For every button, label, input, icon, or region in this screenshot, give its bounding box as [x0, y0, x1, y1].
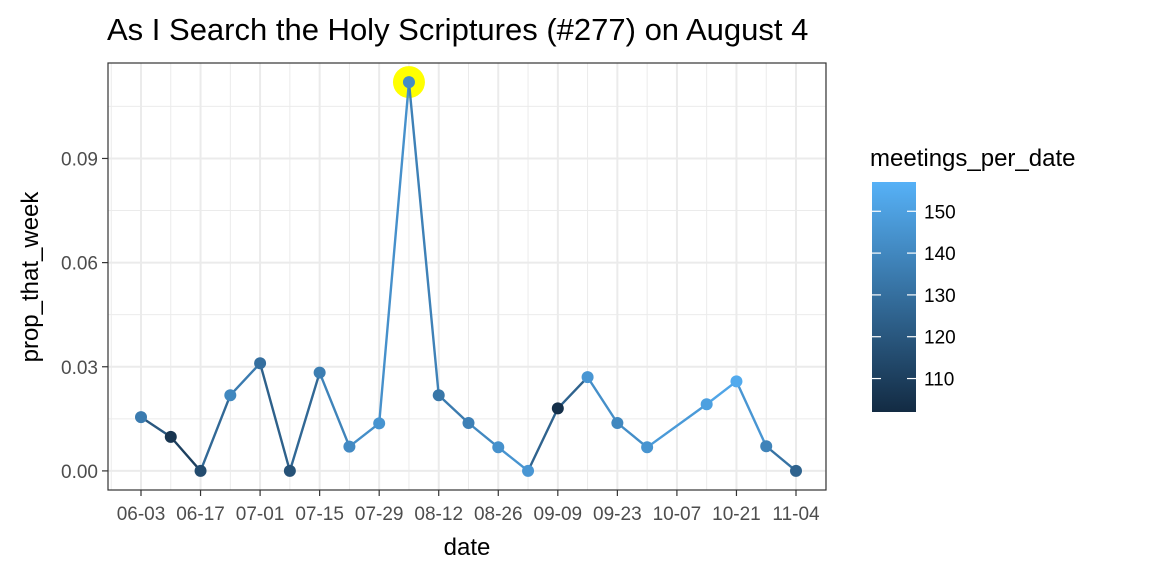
series-line-segment: [765, 445, 798, 473]
legend-title: meetings_per_date: [870, 145, 1075, 172]
x-axis-title: date: [444, 534, 491, 561]
legend: meetings_per_date 110 120 130 140 150: [870, 145, 1075, 412]
axes: 0.00 0.03 0.06 0.09 06-03 06-17 07-01 07-15 07-2…: [61, 149, 820, 525]
series-line-segment: [735, 380, 768, 448]
x-tick-label: 10-07: [653, 504, 702, 525]
data-point: [611, 416, 624, 429]
series-line-segment: [258, 362, 292, 473]
series: [135, 66, 802, 477]
x-tick-label: 08-12: [414, 504, 463, 525]
y-axis-title: prop_that_week: [17, 191, 44, 363]
y-tick-label: 0.09: [61, 149, 98, 170]
series-line-segment: [467, 421, 500, 449]
data-point: [224, 389, 237, 402]
data-point: [551, 402, 564, 415]
colorbar: [872, 182, 916, 412]
series-line-segment: [645, 403, 708, 449]
series-line-segment: [348, 422, 381, 448]
series-line-segment: [437, 394, 470, 425]
data-point: [790, 464, 802, 477]
data-point: [760, 440, 773, 453]
colorbar-label: 150: [924, 202, 956, 223]
series-line-segment: [407, 80, 440, 397]
data-point: [313, 366, 326, 379]
data-point: [700, 398, 713, 411]
series-line-segment: [705, 380, 738, 406]
x-tick-label: 07-01: [236, 504, 285, 525]
series-line-segment: [556, 375, 589, 410]
panel-border: [107, 62, 827, 491]
chart-title: As I Search the Holy Scriptures (#277) o…: [107, 12, 808, 47]
x-tick-label: 09-23: [593, 504, 642, 525]
colorbar-label: 120: [924, 328, 956, 349]
grid: [108, 63, 827, 490]
series-line-segment: [199, 394, 232, 473]
x-tick-label: 07-15: [295, 504, 344, 525]
data-point: [462, 416, 475, 429]
x-tick-label: 11-04: [772, 504, 820, 525]
series-line-segment: [377, 80, 411, 425]
colorbar-label: 140: [924, 244, 956, 265]
series-line-segment: [586, 375, 619, 425]
series-line-segment: [229, 362, 262, 397]
series-line-segment: [497, 446, 530, 473]
colorbar-label: 130: [924, 286, 956, 307]
data-point: [373, 417, 386, 430]
x-tick-label: 10-21: [712, 504, 761, 525]
data-point: [522, 464, 535, 477]
x-tick-label: 08-26: [474, 504, 523, 525]
data-point: [135, 411, 147, 424]
x-tick-label: 06-03: [117, 504, 166, 525]
data-point: [402, 76, 415, 89]
data-point: [641, 441, 654, 454]
data-point: [492, 441, 505, 454]
series-line-segment: [526, 407, 560, 473]
data-point: [194, 464, 207, 477]
x-tick-label: 09-09: [534, 504, 583, 525]
y-tick-label: 0.00: [61, 462, 98, 483]
y-tick-label: 0.06: [61, 254, 98, 275]
data-point: [283, 464, 296, 477]
series-line-segment: [616, 421, 649, 449]
series-line-segment: [169, 435, 202, 473]
data-point: [432, 389, 445, 402]
data-point: [254, 357, 267, 370]
data-point: [343, 440, 356, 453]
data-point: [730, 375, 743, 388]
series-line-segment: [288, 371, 321, 473]
data-point: [164, 430, 177, 443]
data-point: [581, 371, 594, 384]
colorbar-label: 110: [924, 370, 954, 391]
x-tick-label: 07-29: [355, 504, 404, 525]
y-tick-label: 0.03: [61, 358, 98, 379]
x-tick-label: 06-17: [176, 504, 225, 525]
series-line-segment: [318, 371, 351, 448]
